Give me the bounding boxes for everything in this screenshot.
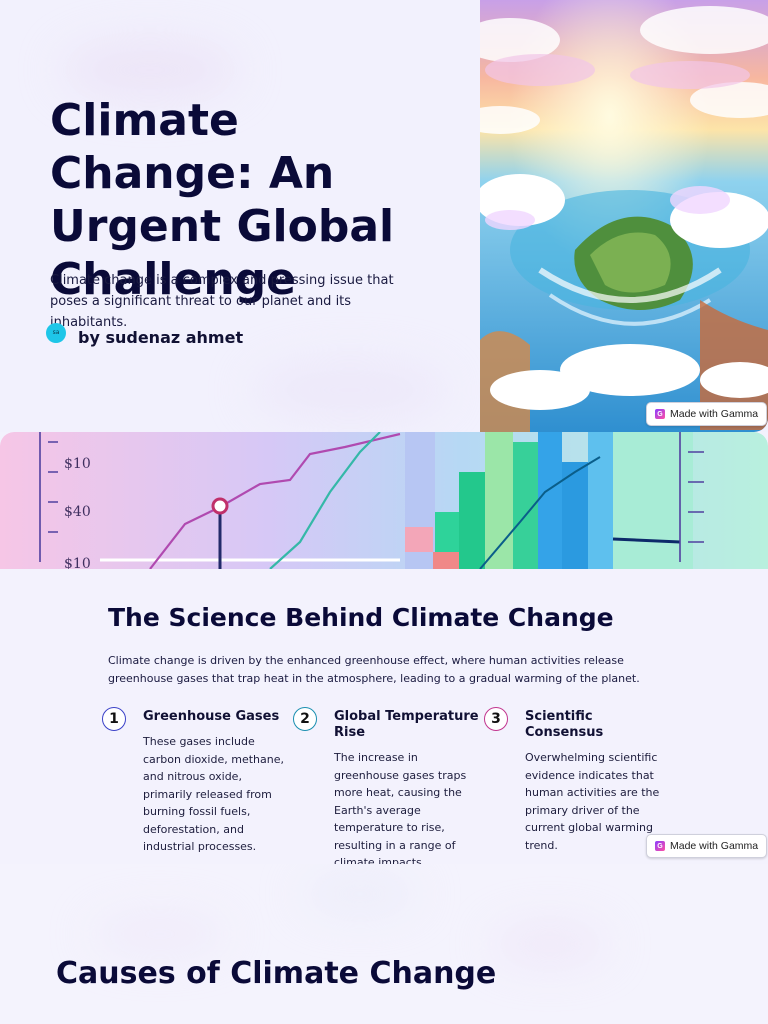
background-blob — [250, 360, 450, 420]
step-title: Scientific Consensus — [525, 709, 604, 740]
section-heading: The Science Behind Climate Change — [108, 603, 614, 632]
step-text: The increase in greenhouse gases traps m… — [334, 751, 467, 864]
badge-label: Made with Gamma — [670, 840, 759, 852]
intro-text: Climate change is a complex and pressing… — [50, 273, 394, 330]
made-with-gamma-badge[interactable]: G Made with Gamma — [646, 834, 768, 858]
slide-title: Climate Change: An Urgent Global Challen… — [0, 0, 768, 432]
step-number: 3 — [484, 707, 508, 731]
step-item-1: 1 Greenhouse Gases These gases include c… — [102, 707, 293, 856]
banner-axis-label: $40 — [64, 504, 91, 520]
slide-causes: Causes of Climate Change — [0, 864, 768, 1024]
step-text: These gases include carbon dioxide, meth… — [143, 735, 284, 853]
gamma-logo-icon: G — [655, 841, 665, 851]
earth-hero-image: G Made with Gamma — [480, 0, 768, 432]
step-item-2: 2 Global Temperature Rise The increase i… — [293, 707, 484, 864]
background-blob — [60, 40, 240, 100]
step-text: Overwhelming scientific evidence indicat… — [525, 751, 660, 852]
earth-illustration — [480, 0, 768, 432]
chart-illustration: $10 $40 $10 — [0, 432, 768, 569]
background-blob — [490, 924, 610, 964]
background-blob — [300, 874, 420, 914]
slide-science: $10 $40 $10 The Science Behind Climate C… — [0, 432, 768, 864]
step-item-3: 3 Scientific Consensus Overwhelming scie… — [484, 707, 675, 854]
background-blob — [90, 914, 230, 954]
step-number: 2 — [293, 707, 317, 731]
chart-banner-image: $10 $40 $10 — [0, 432, 768, 569]
section-heading: Causes of Climate Change — [56, 956, 497, 991]
step-number: 1 — [102, 707, 126, 731]
author-name: by sudenaz ahmet — [78, 328, 244, 347]
made-with-gamma-badge[interactable]: G Made with Gamma — [646, 402, 768, 426]
step-title: Global Temperature Rise — [334, 709, 479, 740]
page-title: Climate Change: An Urgent Global Challen… — [50, 95, 395, 305]
gamma-logo-icon: G — [655, 409, 665, 419]
author-avatar: sa — [46, 323, 66, 343]
badge-label: Made with Gamma — [670, 408, 759, 420]
banner-axis-label: $10 — [64, 456, 91, 472]
section-description: Climate change is driven by the enhanced… — [108, 654, 640, 685]
banner-axis-label: $10 — [64, 556, 91, 569]
step-title: Greenhouse Gases — [143, 709, 280, 724]
